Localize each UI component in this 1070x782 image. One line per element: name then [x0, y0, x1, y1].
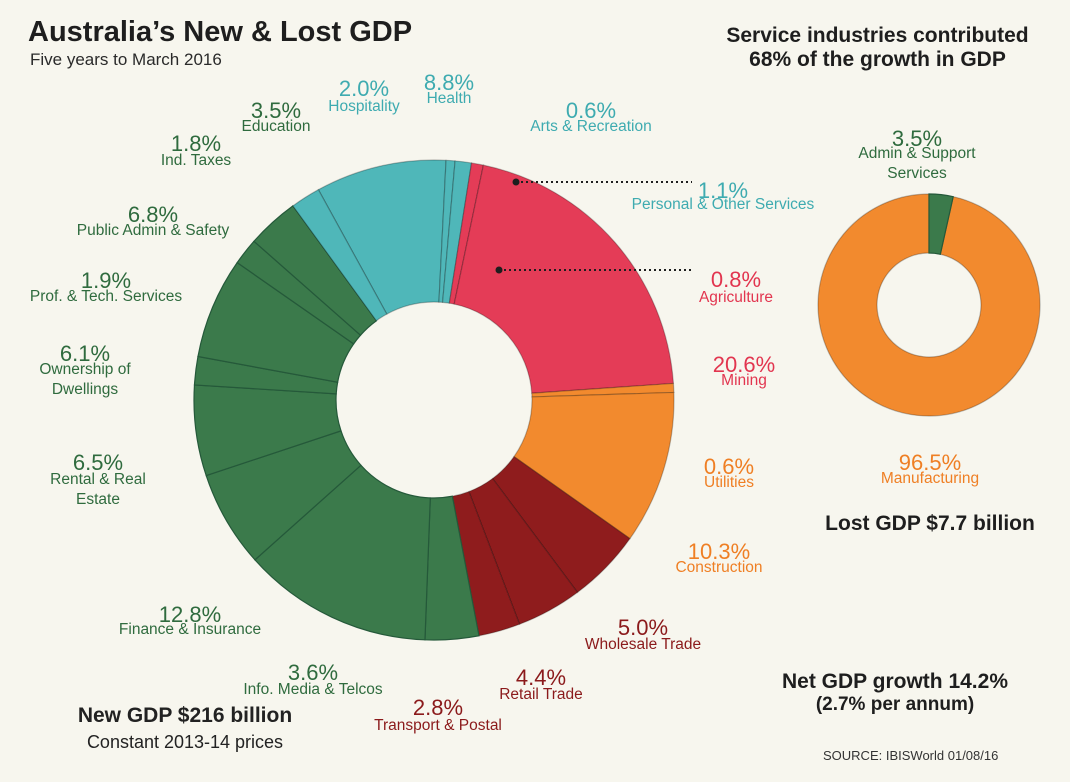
main-category-label-rental-real-estate: Rental & Real Estate: [50, 471, 146, 508]
main-category-label-education: Education: [242, 118, 311, 135]
lost-category-label-manufacturing: Manufacturing: [881, 470, 979, 487]
main-value-label-health: 8.8%: [424, 70, 474, 95]
service-note-line2: 68% of the growth in GDP: [749, 48, 1006, 71]
main-value-label-retail-trade: 4.4%: [516, 665, 566, 690]
main-slice-arts-recreation: [438, 159, 456, 304]
main-slice-hospitality: [292, 188, 388, 322]
main-value-label-education: 3.5%: [251, 98, 301, 123]
main-category-label-public-admin-safety: Public Admin & Safety: [77, 222, 230, 239]
main-category-label-finance-insurance: Finance & Insurance: [119, 621, 261, 638]
lost-gdp-donut: [817, 193, 1041, 417]
chart-title: Australia’s New & Lost GDP: [28, 16, 413, 48]
service-note-line1: Service industries contributed: [726, 24, 1029, 47]
main-slice-mining: [453, 164, 675, 394]
main-category-label-mining: Mining: [721, 372, 767, 389]
main-category-label-hospitality: Hospitality: [328, 98, 400, 115]
net-growth-line2: (2.7% per annum): [815, 694, 975, 715]
main-value-label-construction: 10.3%: [688, 539, 750, 564]
main-value-label-transport-postal: 2.8%: [413, 695, 463, 720]
lost-slice-manufacturing: [817, 193, 1041, 417]
chart-subtitle: Five years to March 2016: [30, 50, 222, 69]
main-value-label-agriculture: 0.8%: [711, 267, 761, 292]
main-slice-personal-other-services: [441, 160, 473, 304]
main-value-label-public-admin-safety: 6.8%: [128, 202, 178, 227]
main-value-label-utilities: 0.6%: [704, 454, 754, 479]
main-category-label-personal-other-services: Personal & Other Services: [632, 196, 815, 213]
main-category-label-arts-recreation: Arts & Recreation: [530, 118, 651, 135]
new-gdp-total: New GDP $216 billion: [77, 704, 293, 727]
new-gdp-caption: New GDP $216 billion Constant 2013-14 pr…: [40, 704, 330, 753]
main-value-label-finance-insurance: 12.8%: [159, 602, 221, 627]
net-growth: Net GDP growth 14.2% (2.7% per annum): [760, 670, 1030, 716]
label-leader-lines: [495, 178, 692, 274]
service-note: Service industries contributed 68% of th…: [700, 24, 1055, 72]
main-value-label-arts-recreation: 0.6%: [566, 98, 616, 123]
main-category-label-wholesale-trade: Wholesale Trade: [585, 636, 701, 653]
main-category-label-agriculture: Agriculture: [699, 289, 773, 306]
lost-value-label-admin-support-services: 3.5%: [892, 126, 942, 151]
lost-gdp-caption: Lost GDP $7.7 billion: [825, 512, 1035, 535]
leader-dot-personal-other-services: [512, 178, 520, 186]
lost-value-label-manufacturing: 96.5%: [899, 450, 961, 475]
main-category-label-transport-postal: Transport & Postal: [374, 717, 502, 734]
main-value-label-personal-other-services: 1.1%: [698, 178, 748, 203]
main-value-label-rental-real-estate: 6.5%: [73, 450, 123, 475]
source-note: SOURCE: IBISWorld 01/08/16: [823, 748, 999, 763]
lost-category-label-admin-support-services: Admin & Support Services: [858, 145, 976, 182]
main-value-label-prof-tech-services: 1.9%: [81, 268, 131, 293]
main-value-label-ownership-of-dwellings: 6.1%: [60, 341, 110, 366]
lost-slice-admin-support-services: [928, 193, 954, 255]
main-slice-health: [317, 159, 447, 315]
main-slice-retail-trade: [468, 477, 579, 626]
slice-labels: 8.8%Health 0.6%Arts & Recreation1.1%Perso…: [30, 70, 979, 734]
main-category-label-retail-trade: Retail Trade: [499, 686, 583, 703]
net-growth-line1: Net GDP growth 14.2%: [782, 670, 1008, 693]
new-gdp-prices-note: Constant 2013-14 prices: [86, 732, 284, 752]
main-value-label-mining: 20.6%: [713, 352, 775, 377]
new-gdp-donut: [193, 159, 675, 641]
main-category-label-info-media-telcos: Info. Media & Telcos: [243, 681, 383, 698]
main-value-label-ind-taxes: 1.8%: [171, 131, 221, 156]
main-value-label-wholesale-trade: 5.0%: [618, 615, 668, 640]
main-slice-construction: [513, 391, 675, 540]
main-category-label-prof-tech-services: Prof. & Tech. Services: [30, 288, 182, 305]
main-value-label-hospitality: 2.0%: [339, 76, 389, 101]
main-category-label-ownership-of-dwellings: Ownership of Dwellings: [39, 361, 131, 398]
main-slice-finance-insurance: [254, 464, 431, 641]
leader-dot-agriculture: [495, 266, 503, 274]
main-value-label-info-media-telcos: 3.6%: [288, 660, 338, 685]
main-category-label-health: Health: [427, 90, 472, 107]
main-category-label-utilities: Utilities: [704, 474, 754, 491]
main-category-label-construction: Construction: [675, 559, 762, 576]
main-category-label-ind-taxes: Ind. Taxes: [161, 152, 232, 169]
